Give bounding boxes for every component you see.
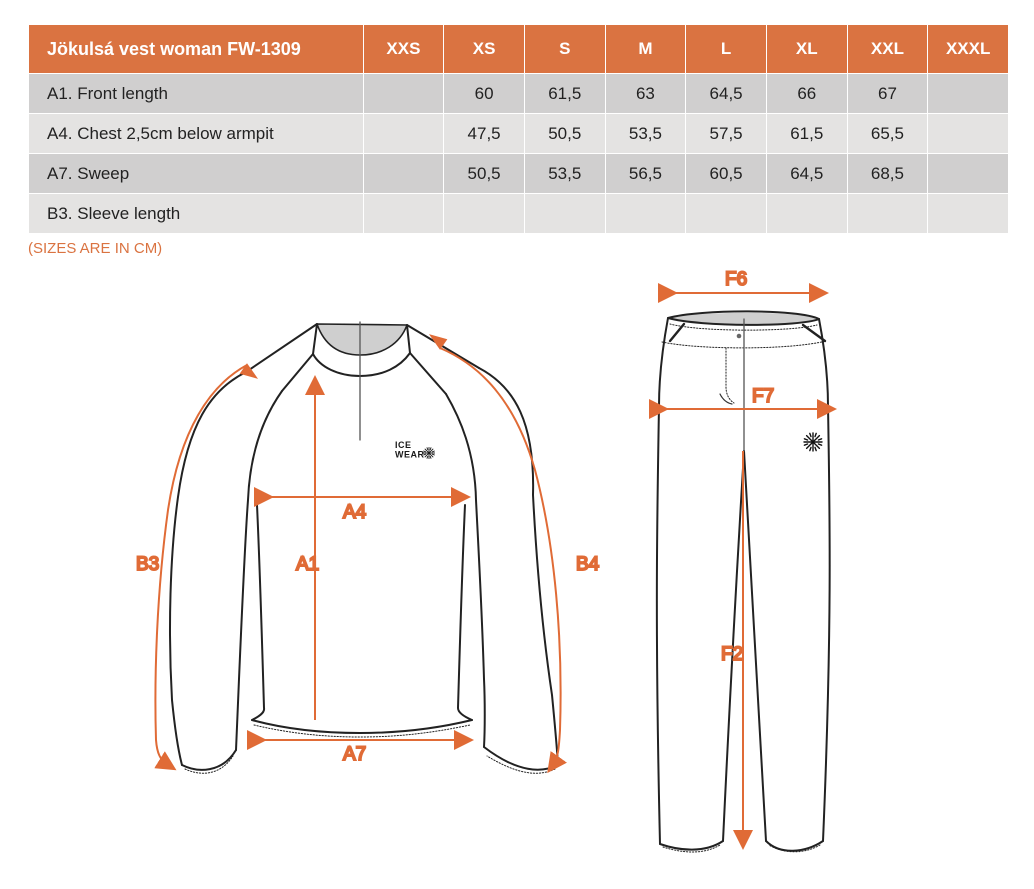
svg-text:B3: B3 (136, 554, 159, 575)
svg-text:F6: F6 (725, 269, 747, 290)
svg-text:F2: F2 (721, 644, 743, 665)
svg-text:A7: A7 (343, 744, 366, 765)
svg-text:A1: A1 (296, 554, 319, 575)
svg-text:A4: A4 (343, 502, 367, 523)
svg-text:WEAR: WEAR (395, 450, 425, 460)
svg-text:ICE: ICE (395, 440, 412, 450)
svg-text:F7: F7 (752, 386, 774, 407)
svg-text:B4: B4 (576, 554, 600, 575)
